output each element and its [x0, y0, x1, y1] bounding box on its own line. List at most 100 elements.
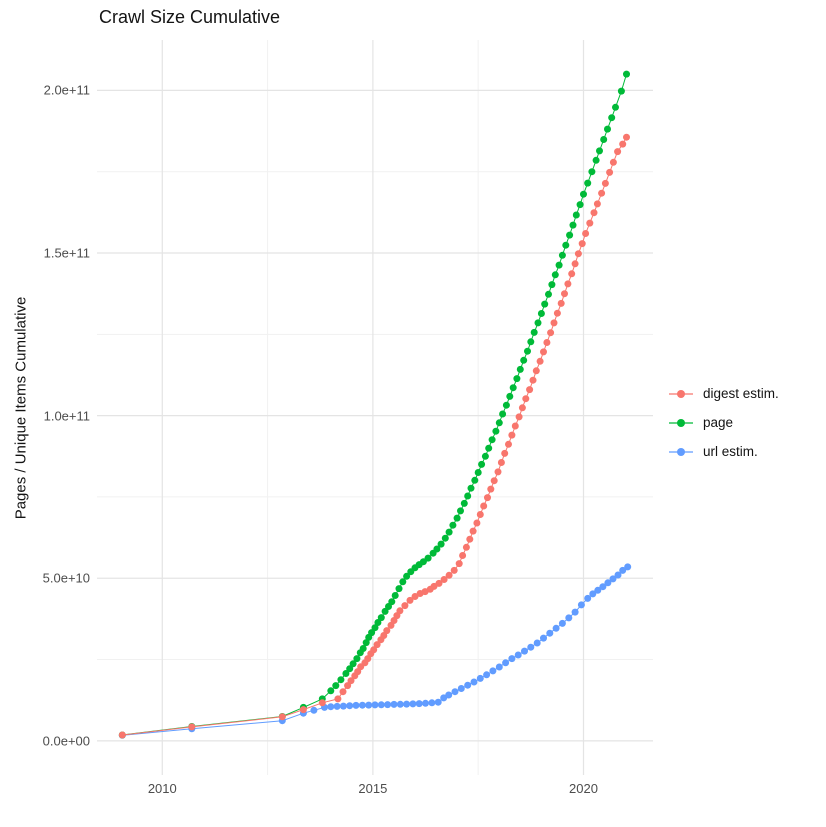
data-point	[396, 607, 404, 615]
data-point	[487, 485, 495, 493]
data-point	[485, 444, 493, 452]
data-point	[598, 189, 606, 197]
data-point	[299, 706, 307, 714]
data-point	[501, 449, 509, 457]
data-point	[337, 676, 345, 684]
data-point	[592, 156, 600, 164]
data-point	[502, 659, 510, 667]
data-point	[530, 328, 538, 336]
x-tick-label: 2010	[147, 781, 177, 796]
data-point	[505, 440, 512, 448]
data-point	[371, 624, 379, 632]
data-point	[362, 639, 370, 647]
y-tick-label: 1.5e+11	[43, 245, 90, 261]
data-point	[424, 554, 432, 562]
data-point	[571, 608, 579, 616]
data-point	[518, 404, 526, 412]
data-point	[374, 619, 382, 626]
data-point	[577, 601, 585, 609]
data-point	[562, 241, 570, 249]
data-point	[584, 179, 592, 187]
data-point	[619, 140, 627, 148]
x-tick-label: 2015	[358, 781, 388, 796]
data-point	[353, 655, 361, 663]
data-point	[608, 114, 616, 122]
data-point	[332, 682, 340, 690]
data-point	[540, 348, 547, 356]
data-point	[352, 701, 360, 709]
data-point	[368, 629, 376, 637]
data-point	[445, 571, 453, 579]
data-point	[474, 469, 482, 476]
data-point	[604, 579, 612, 587]
data-point	[513, 375, 521, 383]
data-point	[365, 701, 373, 709]
data-point	[373, 641, 381, 649]
data-point	[441, 534, 449, 542]
data-point	[540, 634, 547, 642]
data-point	[359, 645, 367, 652]
data-point	[580, 190, 587, 198]
data-point	[508, 655, 516, 663]
data-point	[617, 87, 625, 95]
data-point	[318, 699, 326, 707]
data-point	[492, 427, 500, 435]
data-point	[619, 566, 627, 574]
data-point	[494, 468, 502, 476]
legend-label: digest estim.	[703, 386, 779, 401]
data-point	[586, 219, 594, 227]
legend-label: page	[703, 415, 734, 430]
data-point	[473, 519, 481, 527]
data-point	[388, 598, 396, 606]
data-point	[588, 168, 596, 176]
data-point	[457, 507, 464, 515]
data-point	[590, 209, 598, 217]
data-point	[589, 590, 597, 598]
data-point	[449, 521, 457, 529]
data-point	[349, 660, 357, 668]
data-point	[445, 528, 453, 536]
data-point	[422, 699, 429, 707]
data-point	[440, 576, 448, 583]
data-point	[529, 376, 537, 384]
data-point	[476, 674, 484, 682]
data-point	[552, 624, 560, 632]
data-point	[462, 543, 470, 551]
data-point	[435, 579, 443, 587]
data-point	[459, 552, 467, 559]
data-point	[406, 596, 414, 604]
data-point	[401, 602, 409, 610]
y-tick-label: 0.0e+00	[42, 733, 90, 749]
data-point	[557, 299, 565, 307]
data-point	[490, 477, 498, 485]
data-point	[546, 629, 554, 637]
data-point	[381, 607, 389, 615]
data-point	[403, 700, 411, 708]
legend-key-icon	[669, 389, 693, 398]
data-point	[476, 511, 484, 518]
data-point	[384, 701, 392, 709]
data-point	[339, 702, 347, 710]
y-tick-label: 5.0e+10	[42, 570, 90, 586]
data-point	[346, 665, 354, 673]
legend-item-digest-estim-: digest estim.	[668, 379, 779, 408]
data-point	[396, 700, 404, 708]
data-point	[553, 309, 561, 317]
data-point	[548, 281, 556, 289]
data-point	[411, 593, 419, 600]
data-point	[532, 367, 540, 375]
data-point	[566, 231, 574, 239]
data-point	[526, 386, 534, 394]
data-point	[509, 384, 517, 392]
data-point	[594, 586, 602, 594]
data-point	[489, 667, 497, 675]
data-point	[278, 713, 286, 721]
data-point	[520, 356, 528, 364]
data-point	[310, 706, 318, 714]
data-point	[358, 701, 366, 709]
data-point	[391, 592, 399, 599]
data-point	[584, 594, 592, 602]
data-point	[495, 419, 503, 427]
data-point	[484, 494, 491, 502]
